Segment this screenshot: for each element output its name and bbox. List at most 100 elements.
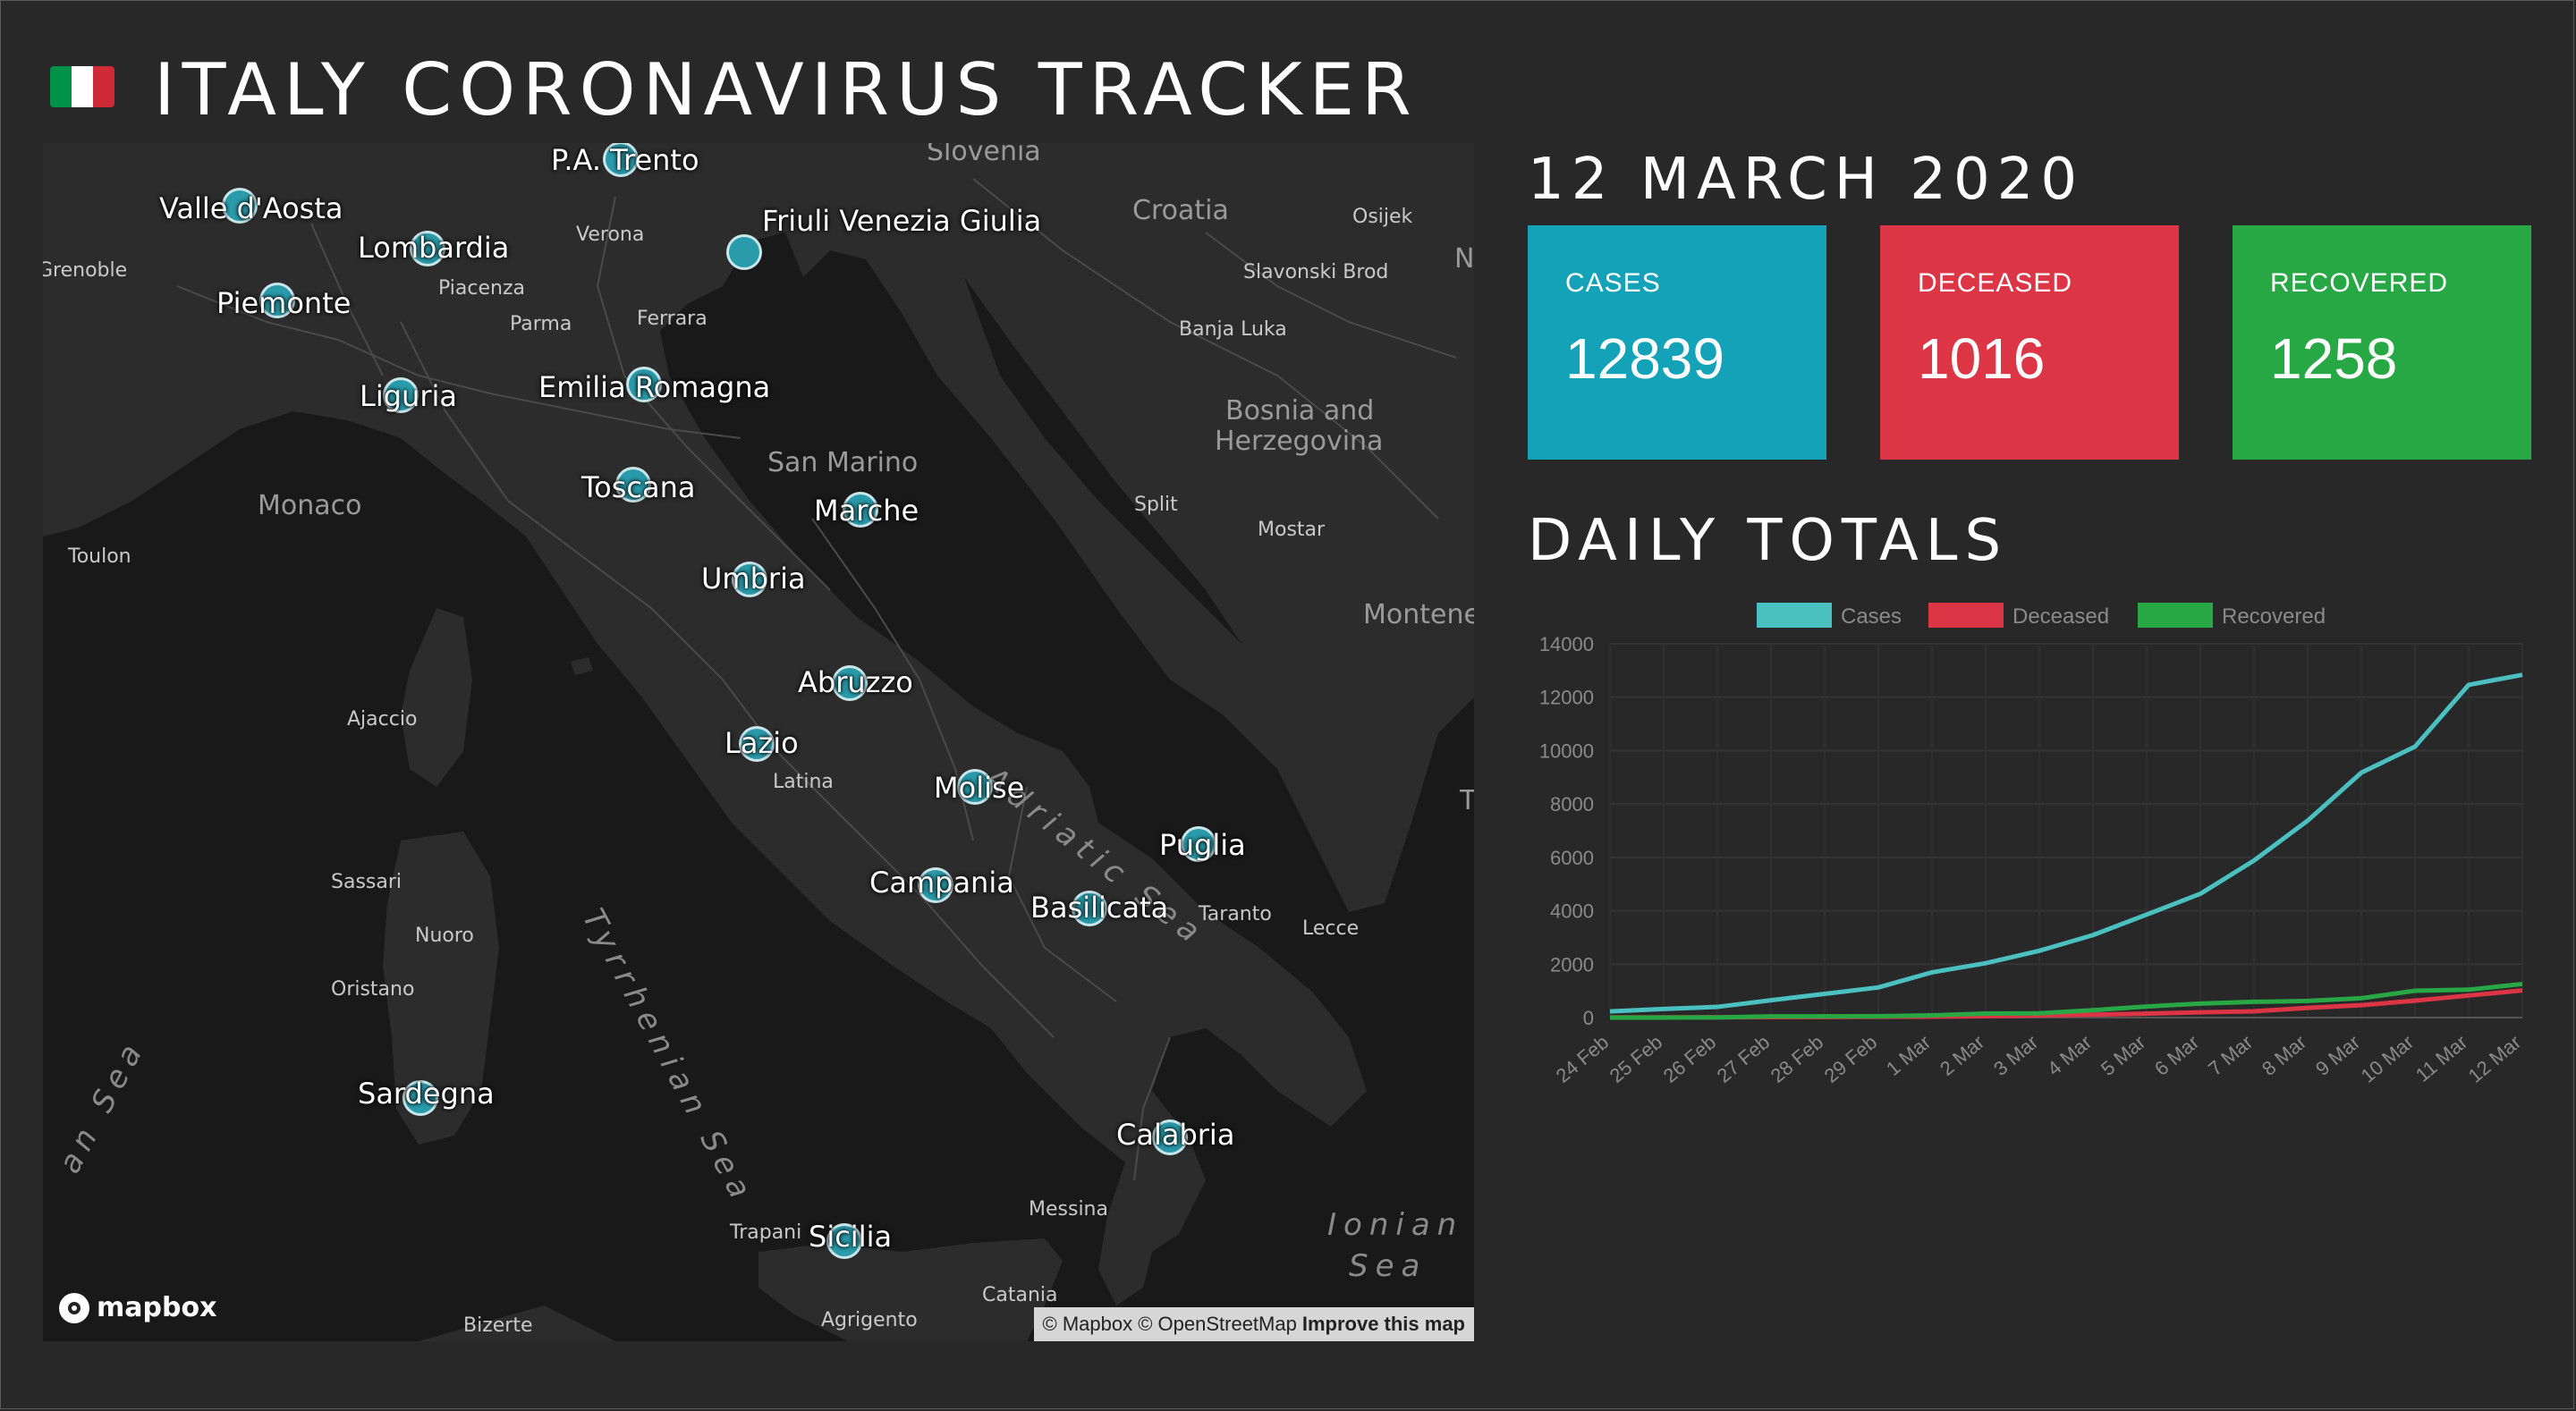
region-marker[interactable] <box>1152 1120 1188 1155</box>
x-tick-label: 11 Mar <box>2411 1031 2471 1086</box>
x-tick-label: 28 Feb <box>1767 1031 1828 1087</box>
map-city: Trapani <box>730 1221 802 1244</box>
region-label-piemonte: Piemonte <box>216 286 352 320</box>
map-city: Verona <box>576 224 645 246</box>
cases-card: CASES 12839 <box>1528 225 1826 460</box>
region-marker[interactable] <box>603 143 639 177</box>
mapbox-logo[interactable]: mapbox <box>59 1292 216 1323</box>
x-tick-label: 27 Feb <box>1713 1031 1775 1087</box>
region-marker[interactable] <box>732 562 767 597</box>
region-label-abruzzo: Abruzzo <box>798 665 913 699</box>
map-city: Oristano <box>331 978 415 1001</box>
series-line-cases <box>1609 672 2523 1014</box>
region-marker[interactable] <box>832 665 868 701</box>
map-city: Osijek <box>1352 206 1413 228</box>
map-label-ne: Ne <box>1454 243 1474 275</box>
region-label-emilia-romagna: Emilia Romagna <box>538 370 771 404</box>
legend-swatch-cases <box>1757 603 1832 628</box>
series-line-recovered <box>1610 981 2523 1020</box>
deceased-card: DECEASED 1016 <box>1880 225 2179 460</box>
region-marker[interactable] <box>615 467 651 503</box>
region-label-pa-trento: P.A. Trento <box>551 143 699 177</box>
map-label-ionian-sea: Sea <box>1349 1248 1428 1284</box>
map-city: Taranto <box>1199 903 1272 925</box>
map-label-bosnia: Bosnia and <box>1225 395 1375 427</box>
map-city: Lecce <box>1302 917 1360 940</box>
region-marker[interactable] <box>626 367 662 402</box>
improve-map-link[interactable]: Improve this map <box>1301 1313 1465 1335</box>
map-city: Latina <box>773 771 834 793</box>
x-tick-label: 9 Mar <box>2311 1031 2364 1080</box>
map-city: Parma <box>510 313 572 335</box>
region-marker[interactable] <box>410 231 445 266</box>
deceased-value: 1016 <box>1918 326 2046 391</box>
region-label-friuli: Friuli Venezia Giulia <box>762 204 1042 238</box>
region-label-lazio: Lazio <box>724 726 799 760</box>
region-label-sardegna: Sardegna <box>358 1077 495 1111</box>
legend-swatch-deceased <box>1928 603 2004 628</box>
region-label-puglia: Puglia <box>1159 828 1246 862</box>
region-marker[interactable] <box>1072 891 1107 926</box>
deceased-label: DECEASED <box>1918 268 2073 298</box>
x-tick-label: 10 Mar <box>2357 1031 2419 1087</box>
region-marker[interactable] <box>1181 826 1216 862</box>
region-marker[interactable] <box>843 492 878 528</box>
x-tick-label: 6 Mar <box>2150 1031 2203 1080</box>
map-city: Piacenza <box>438 277 525 300</box>
x-tick-label: 12 Mar <box>2464 1031 2526 1087</box>
attribution-text[interactable]: © Mapbox © OpenStreetMap <box>1042 1313 1297 1335</box>
x-tick-label: 8 Mar <box>2258 1031 2310 1080</box>
page-title: ITALY CORONAVIRUS TRACKER <box>154 48 1419 131</box>
mapbox-logo-text: mapbox <box>97 1292 217 1323</box>
region-label-liguria: Liguria <box>360 379 457 413</box>
region-marker[interactable] <box>383 377 419 413</box>
region-marker[interactable] <box>957 769 993 805</box>
region-label-lombardia: Lombardia <box>358 231 510 265</box>
y-tick-label: 12000 <box>1539 687 1594 709</box>
map-city: Ferrara <box>637 308 708 330</box>
map-city: Nuoro <box>415 925 474 947</box>
legend-label-deceased: Deceased <box>2012 604 2109 629</box>
map-label-croatia: Croatia <box>1132 195 1229 226</box>
map-label-ionian: Ionian <box>1327 1207 1464 1243</box>
x-tick-label: 3 Mar <box>1989 1031 2042 1080</box>
map-city: Sassari <box>331 871 402 893</box>
map-city: Bizerte <box>463 1314 533 1337</box>
daily-totals-title: DAILY TOTALS <box>1528 508 2009 574</box>
legend-label-cases: Cases <box>1841 604 1902 629</box>
region-marker[interactable] <box>826 1223 862 1259</box>
daily-totals-chart[interactable]: 0 2000 4000 6000 8000 10000 12000 14000 24 Feb25… <box>1521 590 2540 1127</box>
region-marker[interactable] <box>739 726 775 762</box>
legend-swatch-recovered <box>2138 603 2213 628</box>
region-label-campania: Campania <box>869 866 1014 900</box>
region-marker[interactable] <box>918 867 953 903</box>
region-label-umbria: Umbria <box>701 562 806 596</box>
mapbox-logo-icon <box>59 1292 89 1323</box>
y-tick-label: 4000 <box>1550 900 1594 923</box>
map-label-herzegovina: Herzegovina <box>1215 426 1384 457</box>
x-tick-label: 4 Mar <box>2043 1031 2096 1080</box>
region-label-basilicata: Basilicata <box>1030 891 1169 925</box>
region-marker[interactable] <box>222 188 258 224</box>
x-tick-label: 29 Feb <box>1820 1031 1882 1087</box>
recovered-card: RECOVERED 1258 <box>2233 225 2531 460</box>
map-label-slovenia: Slovenia <box>927 143 1041 167</box>
x-tick-label: 2 Mar <box>1936 1031 1988 1080</box>
recovered-value: 1258 <box>2270 326 2398 391</box>
y-tick-label: 10000 <box>1539 739 1594 762</box>
region-marker[interactable] <box>259 283 295 318</box>
map-city: Toulon <box>68 545 131 568</box>
map-city: Mostar <box>1258 519 1326 541</box>
region-marker[interactable] <box>402 1080 438 1116</box>
map[interactable]: Slovenia Croatia Bosnia and Herzegovina … <box>43 143 1474 1341</box>
region-label-valle-daosta: Valle d'Aosta <box>159 191 343 225</box>
italy-flag-icon <box>50 66 114 107</box>
x-tick-label: 7 Mar <box>2204 1031 2257 1080</box>
report-date: 12 MARCH 2020 <box>1528 147 2085 213</box>
map-city: Banja Luka <box>1179 318 1287 341</box>
map-label-san-marino: San Marino <box>767 447 919 478</box>
region-label-calabria: Calabria <box>1116 1118 1235 1152</box>
region-marker[interactable] <box>726 234 762 270</box>
recovered-label: RECOVERED <box>2270 268 2449 298</box>
